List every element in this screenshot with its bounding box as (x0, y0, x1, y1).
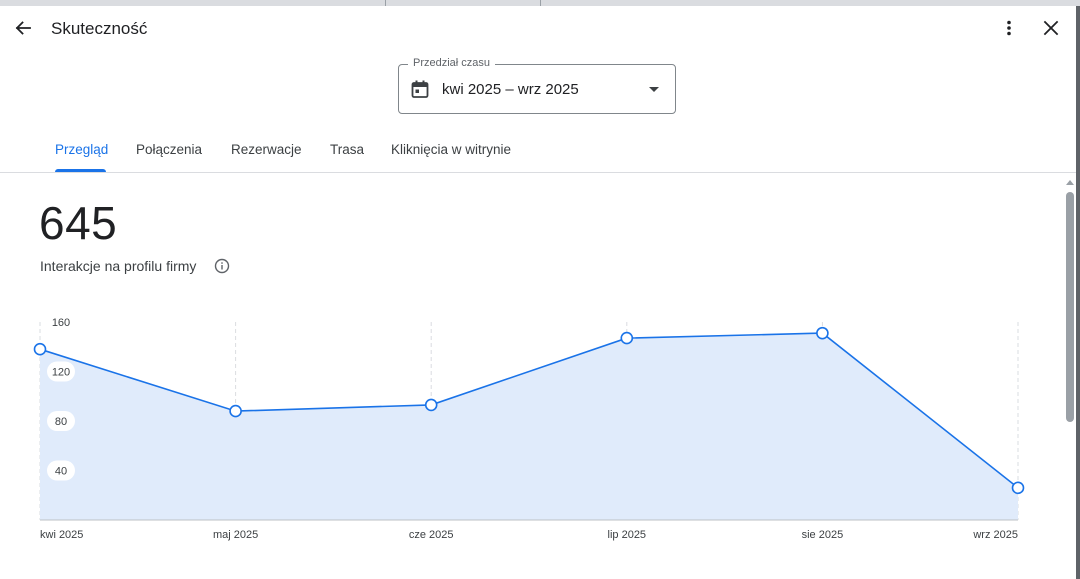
strip-divider (540, 0, 541, 6)
x-tick-label: cze 2025 (409, 529, 454, 541)
chart-data-point[interactable] (620, 331, 634, 345)
tab-bookings[interactable]: Rezerwacje (231, 142, 302, 157)
strip-divider (385, 0, 386, 6)
y-tick-label: 40 (55, 466, 67, 478)
y-tick-label-bg (47, 411, 75, 431)
x-tick-label: sie 2025 (802, 529, 844, 541)
chart-data-point[interactable] (816, 326, 829, 340)
y-tick-label-bg (47, 361, 75, 382)
tab-calls[interactable]: Połączenia (136, 142, 203, 157)
page-title: Skuteczność (51, 19, 148, 38)
close-icon (1043, 20, 1059, 36)
total-interactions-value: 645 (39, 197, 118, 249)
top-window-strip (0, 0, 1080, 6)
y-tick-label: 120 (52, 367, 70, 379)
chart-data-point[interactable] (424, 398, 438, 412)
y-tick-label-bg (47, 460, 75, 481)
tab-directions[interactable]: Trasa (330, 142, 365, 157)
info-icon[interactable] (214, 258, 230, 274)
y-tick-label: 80 (55, 416, 67, 428)
total-interactions-label: Interakcje na profilu firmy (40, 258, 197, 274)
chart-data-point[interactable] (1011, 481, 1025, 495)
active-tab-indicator (55, 169, 106, 172)
x-tick-label: maj 2025 (213, 529, 258, 541)
date-range-legend: Przedział czasu (408, 57, 496, 69)
tab-overview[interactable]: Przegląd (55, 142, 109, 157)
interactions-area-chart: 40 80 120 160 kwi 2025 maj 2025 cze 2025 lip 2… (33, 317, 1025, 541)
x-tick-label: kwi 2025 (40, 529, 83, 541)
arrow-back-icon (15, 21, 31, 35)
scroll-up-arrow-icon[interactable] (1064, 177, 1076, 187)
scrollbar-thumb[interactable] (1066, 192, 1074, 422)
chart-series-line (39, 332, 1019, 489)
more-vert-icon (1007, 20, 1011, 36)
tab-bar: Przegląd Połączenia Rezerwacje Trasa Kli… (0, 136, 1076, 173)
arrow-drop-down-icon (649, 87, 659, 92)
calendar-icon (411, 80, 429, 98)
chart-data-point[interactable] (229, 404, 242, 418)
back-button[interactable] (8, 13, 38, 43)
close-button[interactable] (1036, 13, 1066, 43)
date-range-value: kwi 2025 – wrz 2025 (442, 81, 579, 98)
more-options-button[interactable] (994, 13, 1024, 43)
x-tick-label: wrz 2025 (972, 529, 1018, 541)
chart-data-point[interactable] (33, 342, 47, 356)
tab-website-clicks[interactable]: Kliknięcia w witrynie (391, 142, 512, 157)
y-tick-label: 160 (52, 317, 70, 329)
x-tick-label: lip 2025 (608, 529, 647, 541)
date-range-select[interactable]: Przedział czasu kwi 2025 – wrz 2025 (398, 57, 676, 114)
chart-area-fill (40, 333, 1018, 520)
